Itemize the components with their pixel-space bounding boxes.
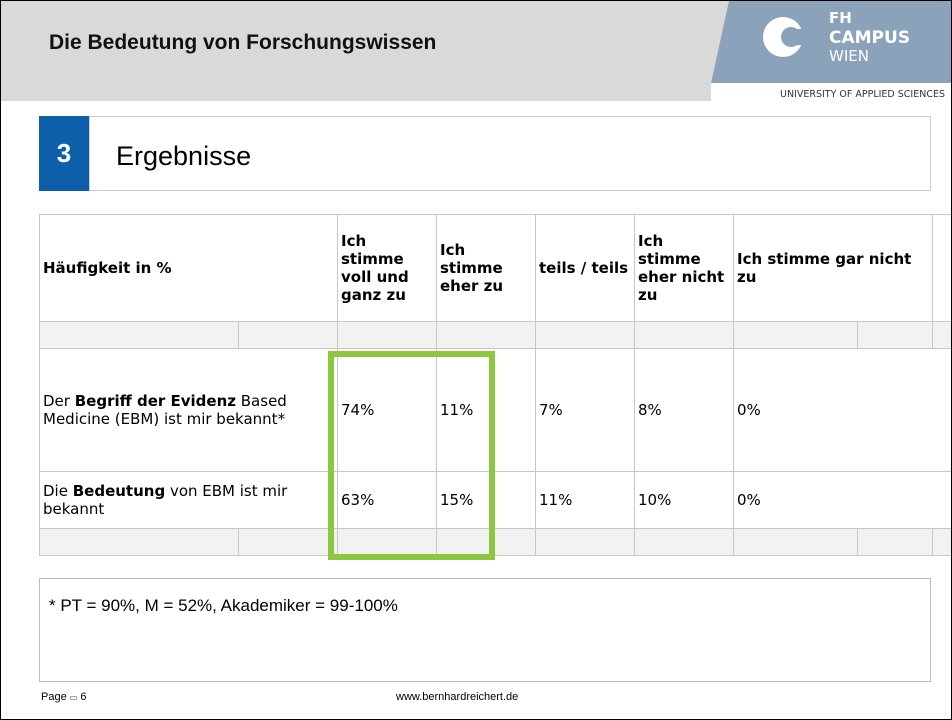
cell: 74%	[337, 348, 437, 472]
cell: 11%	[535, 471, 635, 529]
page-number: Page ▭ 6	[41, 691, 87, 703]
results-table: Häufigkeit in % Ich stimme voll und ganz…	[39, 214, 951, 556]
footnote: * PT = 90%, M = 52%, Akademiker = 99-100…	[49, 596, 398, 615]
header-cell: Ich stimme eher zu	[436, 214, 536, 322]
empty-row	[39, 321, 951, 349]
text: von EBM ist mir bekannt	[43, 482, 288, 518]
text: Based Medicine (EBM) ist mir bekannt*	[43, 392, 287, 428]
section-title: Ergebnisse	[116, 141, 252, 171]
website: www.bernhardreichert.de	[396, 691, 519, 703]
cell: 0%	[732, 471, 951, 529]
row: Die Bedeutung von EBM ist mir bekannt 63…	[39, 471, 951, 529]
row-label: Die Bedeutung von EBM ist mir bekannt	[39, 471, 338, 529]
header-row: Häufigkeit in % Ich stimme voll und ganz…	[39, 214, 951, 322]
tagline: UNIVERSITY OF APPLIED SCIENCES	[779, 89, 945, 100]
section-box	[89, 116, 931, 191]
cell: 7%	[535, 348, 635, 472]
logo: FH CAMPUS WIEN	[711, 1, 951, 83]
page-label: Page	[41, 691, 67, 703]
cell: 63%	[337, 471, 437, 529]
page: 6	[80, 691, 87, 703]
header-cell: Ich stimme gar nicht zu	[732, 214, 934, 322]
footnote-box	[39, 578, 931, 682]
logo-text: FH	[829, 9, 852, 27]
header-cell: Häufigkeit in %	[39, 214, 338, 322]
bold-text: Begriff der Evidenz	[74, 392, 236, 410]
logo-text: CAMPUS	[829, 28, 910, 48]
header-cell: Ich stimme eher nicht zu	[634, 214, 734, 322]
title: Die Bedeutung von Forschungswissen	[49, 31, 437, 54]
cell: 15%	[436, 471, 536, 529]
bold-text: Bedeutung	[72, 482, 166, 500]
cell: 0%	[732, 348, 951, 472]
logo-text: WIEN	[829, 47, 869, 65]
header-cell: teils / teils	[535, 214, 635, 322]
header-cell: Ich stimme voll und ganz zu	[337, 214, 437, 322]
row-label: Der Begriff der Evidenz Based Medicine (…	[39, 348, 338, 472]
text: Die	[43, 482, 73, 500]
row: Der Begriff der Evidenz Based Medicine (…	[39, 348, 951, 472]
cell	[932, 214, 951, 322]
logo-graphic: FH CAMPUS WIEN	[711, 1, 910, 83]
section-number: 3	[39, 116, 89, 191]
highlight-box	[328, 351, 495, 560]
cell: 8%	[634, 348, 734, 472]
logo-tagline: UNIVERSITY OF APPLIED SCIENCES	[711, 83, 951, 107]
text: Der	[43, 392, 75, 410]
cell: 10%	[634, 471, 734, 529]
empty-row	[39, 528, 951, 556]
